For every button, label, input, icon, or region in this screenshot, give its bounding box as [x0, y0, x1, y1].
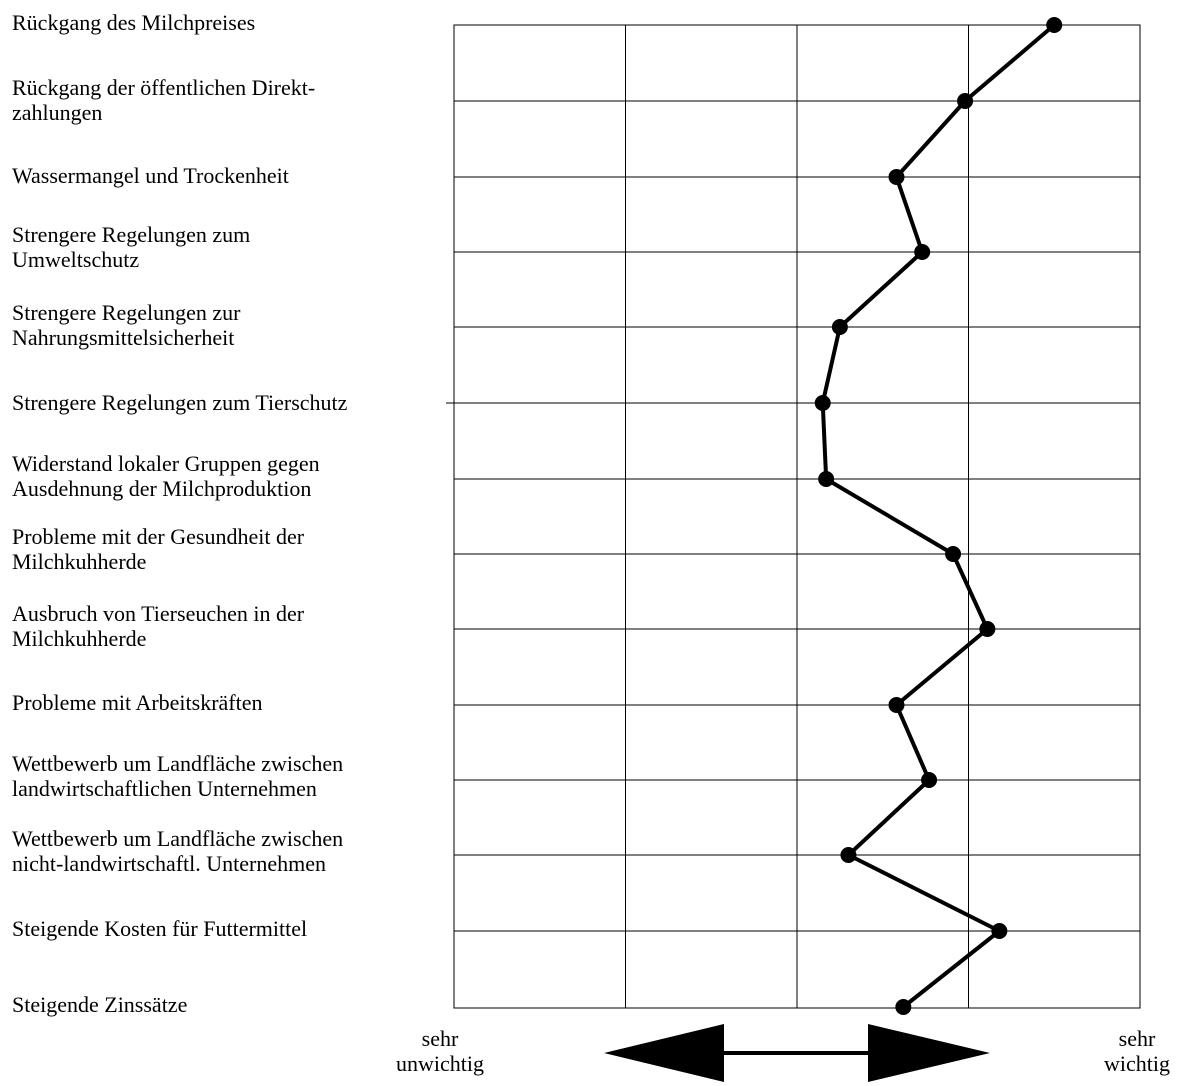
data-point [814, 395, 831, 411]
importance-arrow [604, 1024, 990, 1082]
category-label: Rückgang der öffentlichen Direkt- zahlun… [12, 75, 316, 125]
category-label: Wassermangel und Trockenheit [12, 163, 289, 188]
category-label: Rückgang des Milchpreises [12, 10, 256, 35]
data-point [945, 546, 962, 562]
category-label: Strengere Regelungen zum Umweltschutz [12, 222, 251, 272]
category-label: Wettbewerb um Landfläche zwischen nicht-… [12, 826, 344, 876]
data-point [914, 244, 931, 260]
series-line [820, 23, 1056, 1009]
data-point [888, 169, 905, 185]
data-point [831, 319, 848, 335]
axis-end-label-right: sehr wichtig [1104, 1026, 1170, 1076]
category-label: Widerstand lokaler Gruppen gegen Ausdehn… [12, 451, 320, 501]
axis-end-label-left: sehr unwichtig [396, 1026, 484, 1076]
data-point [895, 999, 912, 1015]
category-label: Probleme mit der Gesundheit der Milchkuh… [12, 524, 305, 574]
category-label: Ausbruch von Tierseuchen in der Milchkuh… [12, 601, 305, 651]
category-label: Probleme mit Arbeitskräften [12, 690, 263, 715]
data-point [921, 772, 938, 788]
arrow-head-left [604, 1024, 724, 1082]
category-label: Strengere Regelungen zur Nahrungsmittels… [12, 300, 241, 350]
data-point [818, 471, 835, 487]
chart-grid [446, 24, 1141, 1009]
category-label: Steigende Zinssätze [12, 992, 188, 1017]
data-point [840, 847, 857, 863]
arrow-head-right [868, 1024, 990, 1082]
category-label: Steigende Kosten für Futtermittel [12, 916, 308, 941]
category-label: Strengere Regelungen zum Tierschutz [12, 390, 348, 415]
data-point [979, 621, 996, 637]
data-point [991, 923, 1008, 939]
data-point [888, 697, 905, 713]
chart-series [814, 17, 1063, 1015]
category-label: Wettbewerb um Landfläche zwischen landwi… [12, 751, 344, 801]
data-point [1046, 17, 1063, 33]
data-point [957, 93, 974, 109]
